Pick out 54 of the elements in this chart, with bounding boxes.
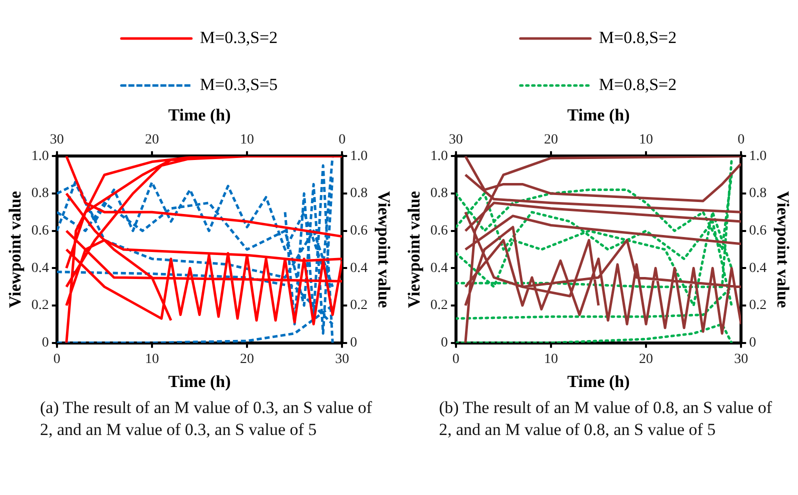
y-tick-label: 0.2 — [31, 298, 49, 314]
x2-tick-label: 10 — [240, 132, 254, 148]
y2-tick-label: 0.8 — [350, 186, 368, 202]
x-tick-label: 20 — [240, 352, 254, 367]
x2-tick-label: 10 — [639, 132, 654, 148]
y-tick-label: 0.4 — [31, 260, 49, 276]
y2-tick-label: 0 — [350, 335, 358, 350]
y-tick-label: 1.0 — [430, 148, 448, 164]
y2-tick-label: 0.8 — [749, 186, 767, 202]
y2-tick-label: 1.0 — [749, 148, 767, 164]
legend-label: M=0.8,S=2 — [598, 28, 677, 47]
y2-tick-label: 0 — [749, 335, 756, 350]
x-axis-title: Time (h) — [168, 372, 231, 392]
x-tick-label: 30 — [335, 352, 350, 367]
y2-tick-label: 0.2 — [749, 298, 767, 314]
legend-label: M=0.8,S=2 — [598, 74, 677, 94]
x2-tick-label: 0 — [338, 132, 346, 148]
y-tick-label: 0.8 — [430, 186, 448, 202]
legend-label: M=0.3,S=5 — [200, 74, 278, 94]
y-tick-label: 0 — [42, 335, 49, 350]
y-tick-label: 0 — [440, 335, 448, 350]
y2-tick-label: 0.4 — [749, 260, 767, 276]
y-tick-label: 0.6 — [430, 224, 448, 239]
x2-tick-label: 30 — [50, 132, 64, 148]
x-tick-label: 10 — [144, 352, 159, 367]
x2-tick-label: 30 — [448, 132, 463, 148]
x2-axis-title: Time (h) — [567, 106, 630, 125]
text: (a) The result of an M value of 0.3, an S value of 2, and an M value of 0.3, an S value of 5 — [40, 397, 374, 441]
y2-tick-label: 0.2 — [350, 298, 368, 314]
y-tick-label: 0.6 — [31, 224, 49, 239]
y-axis-title: Viewpoint value — [404, 190, 424, 308]
y-tick-label: 0.2 — [430, 298, 448, 314]
text: (b) The result of an M value of 0.8, an S value of 2, and an M value of 0.8, an S value of 5 — [439, 397, 773, 441]
y2-tick-label: 1.0 — [350, 148, 368, 164]
y2-tick-label: 0.6 — [749, 224, 767, 239]
y2-tick-label: 0.6 — [350, 224, 368, 239]
y-tick-label: 0.8 — [31, 186, 49, 202]
x-tick-label: 30 — [734, 352, 748, 367]
legend-label: M=0.3,S=2 — [200, 28, 278, 47]
y2-axis-title: Viewpoint value — [773, 191, 792, 308]
x-tick-label: 0 — [53, 352, 60, 367]
x-axis-title: Time (h) — [567, 372, 630, 392]
y-axis-title: Viewpoint value — [6, 190, 25, 308]
x2-axis-title: Time (h) — [168, 106, 231, 125]
y2-tick-label: 0.4 — [350, 260, 368, 276]
x2-tick-label: 0 — [738, 132, 745, 148]
x-tick-label: 10 — [544, 352, 558, 367]
x2-tick-label: 20 — [544, 132, 558, 148]
x-tick-label: 20 — [639, 352, 654, 367]
y-tick-label: 1.0 — [31, 148, 49, 164]
x2-tick-label: 20 — [144, 132, 159, 148]
y-tick-label: 0.4 — [430, 260, 448, 276]
y2-axis-title: Viewpoint value — [374, 191, 394, 308]
x-tick-label: 0 — [452, 352, 460, 367]
